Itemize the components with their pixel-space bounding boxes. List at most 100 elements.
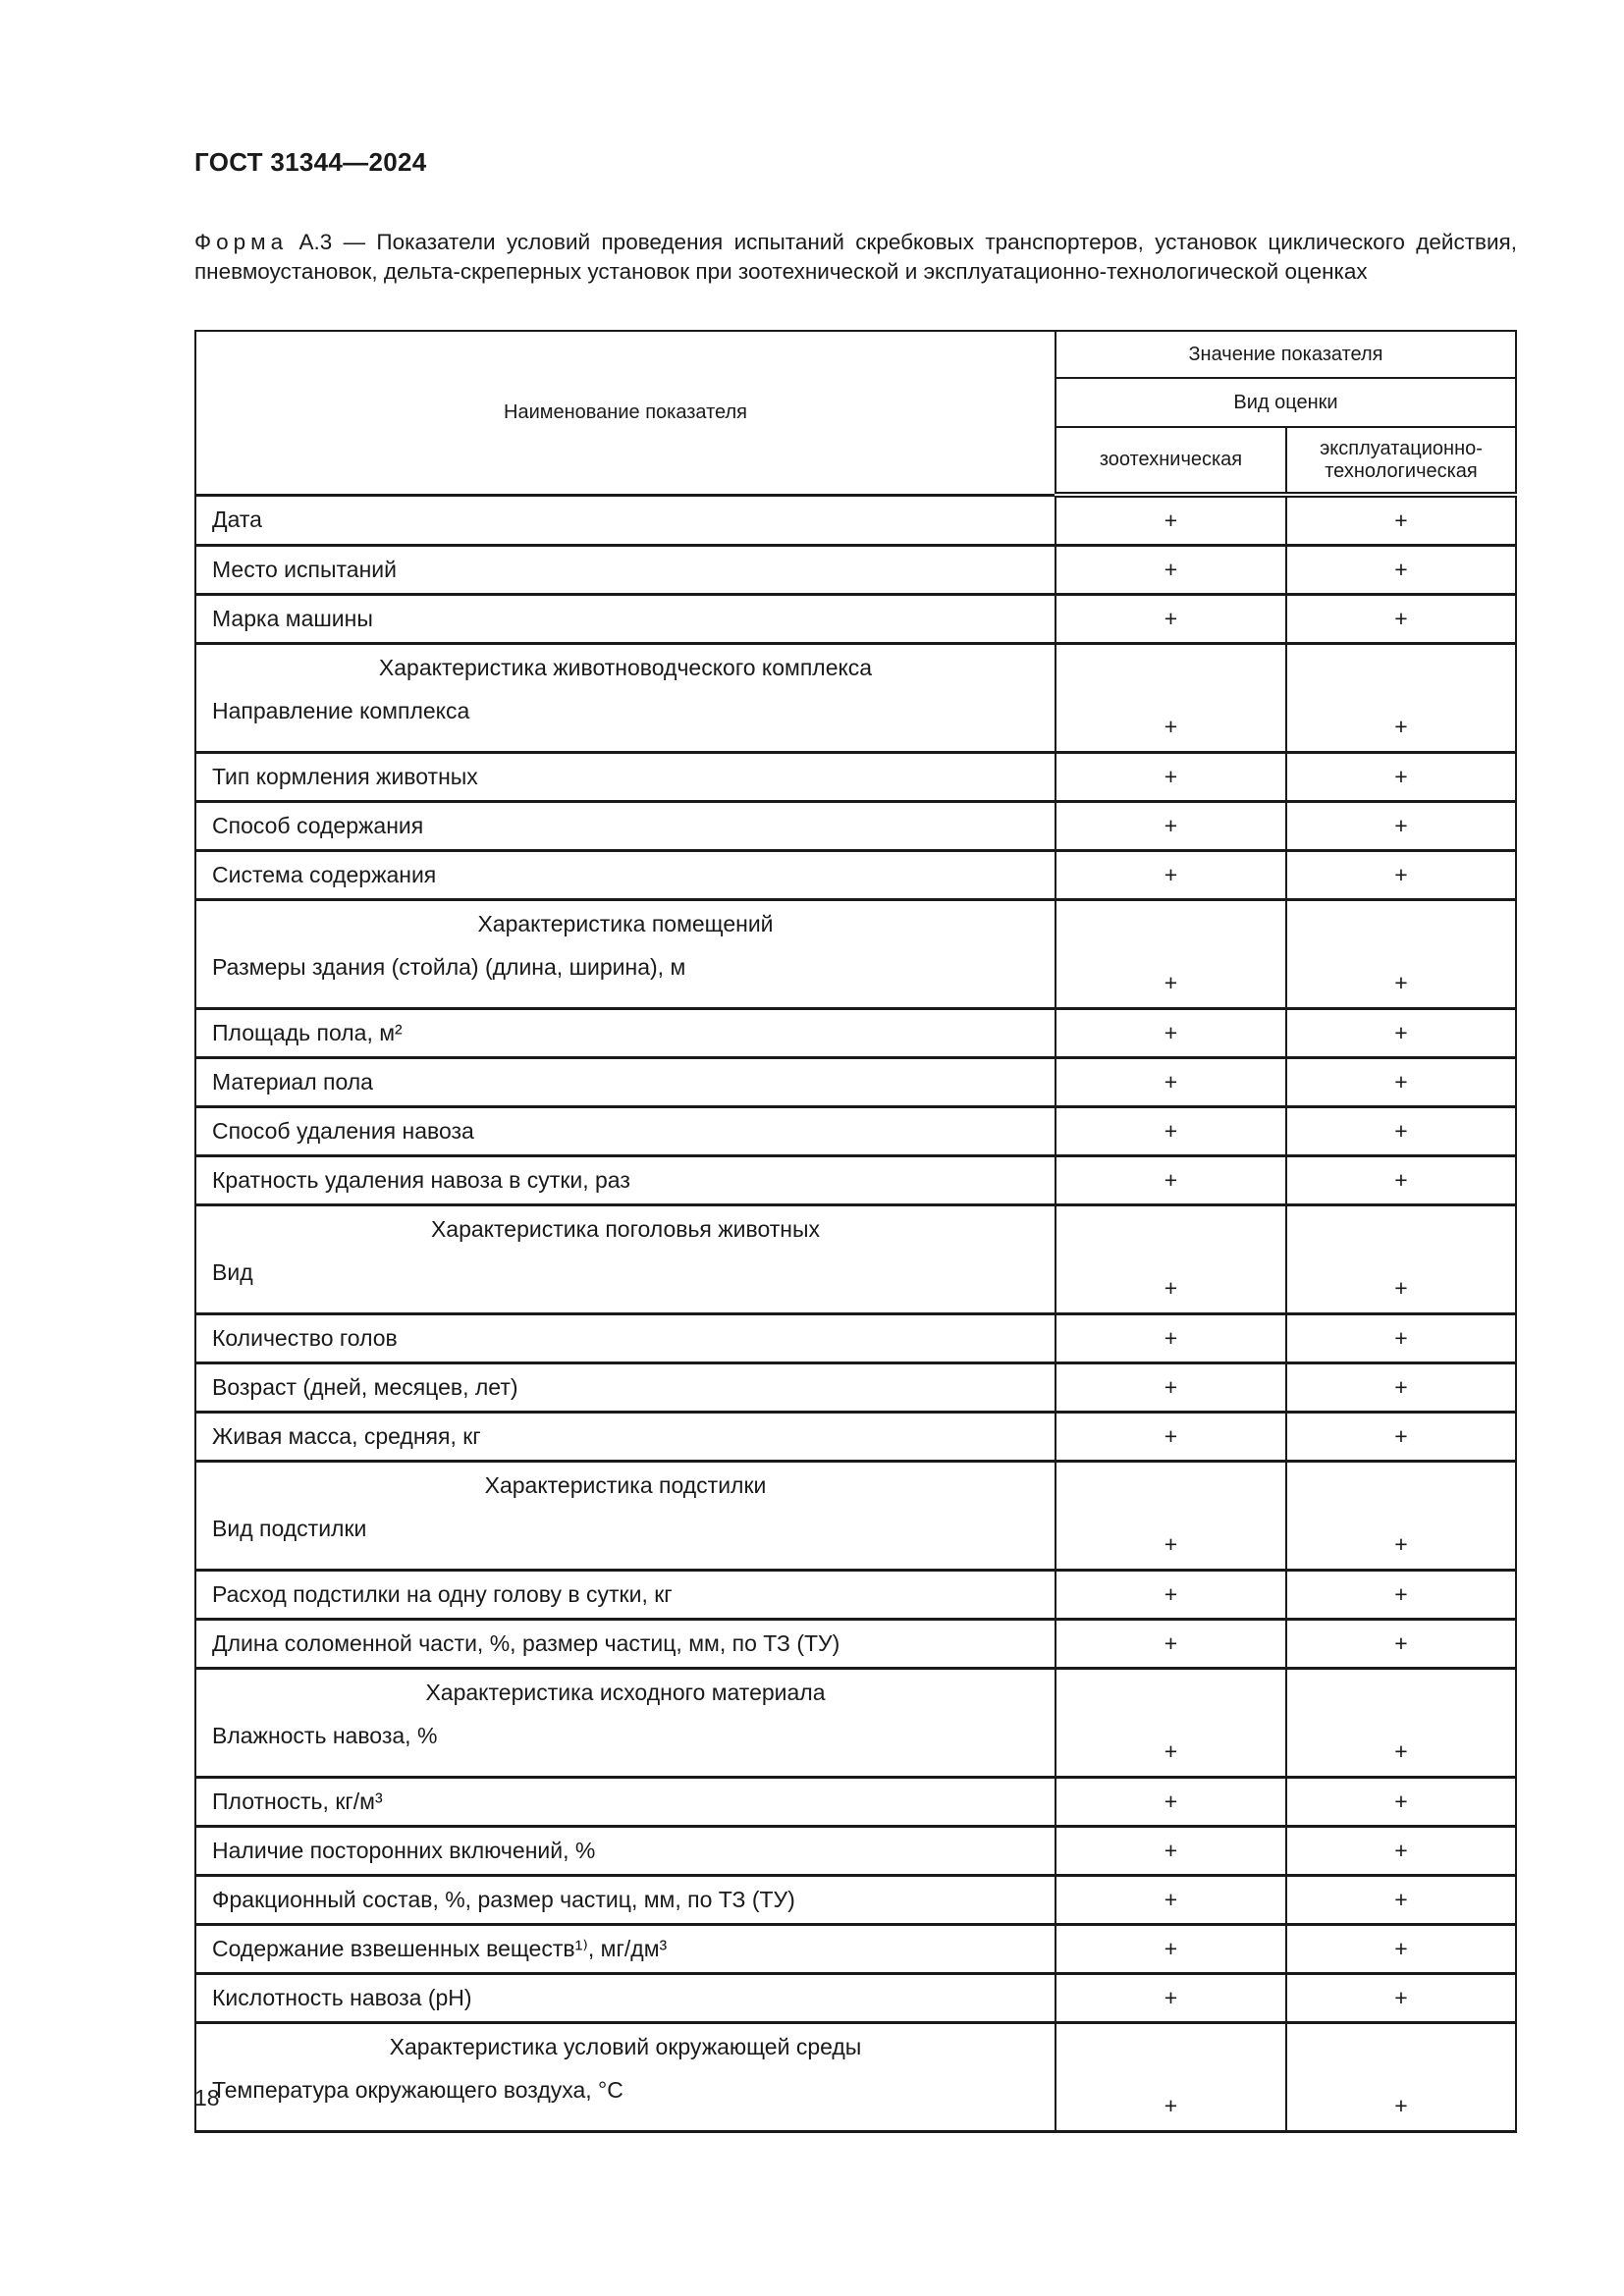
zootechnical-value-cell: +	[1055, 1776, 1287, 1828]
indicator-name-cell: Характеристика условий окружающей среды Т…	[194, 2021, 1056, 2133]
zootechnical-value-cell: +	[1055, 1411, 1287, 1463]
operational-value-cell: +	[1285, 1362, 1517, 1414]
section-title: Характеристика условий окружающей среды	[389, 2034, 862, 2059]
indicator-name-cell: Плотность, кг/м³	[194, 1776, 1056, 1828]
operational-value-cell: +	[1285, 1056, 1517, 1108]
operational-value-cell: +	[1285, 1460, 1517, 1572]
table-row: Дата + +	[194, 493, 1517, 547]
indicator-name-cell: Фракционный состав, %, размер частиц, мм…	[194, 1874, 1056, 1926]
operational-value-cell: +	[1285, 2021, 1517, 2133]
section-table-row: Характеристика помещений Размеры здания (…	[194, 898, 1517, 1010]
zootechnical-value-cell: +	[1055, 1056, 1287, 1108]
indicator-name-cell: Длина соломенной части, %, размер частиц…	[194, 1618, 1056, 1670]
caption-prefix: Форма	[194, 230, 289, 254]
header-value-group: Значение показателя	[1055, 330, 1517, 379]
zootechnical-value-cell: +	[1055, 898, 1287, 1010]
indicator-name-cell: Место испытаний	[194, 544, 1056, 596]
document-title: ГОСТ 31344—2024	[194, 147, 427, 177]
section-table-row: Характеристика исходного материала Влажно…	[194, 1667, 1517, 1779]
table-row: Содержание взвешенных веществ¹⁾, мг/дм³ +…	[194, 1923, 1517, 1975]
header-operational-line2: технологическая	[1325, 459, 1478, 482]
operational-value-cell: +	[1285, 898, 1517, 1010]
operational-value-cell: +	[1285, 1203, 1517, 1315]
operational-value-cell: +	[1285, 1105, 1517, 1157]
zootechnical-value-cell: +	[1055, 493, 1287, 547]
page-number: 18	[194, 2085, 220, 2110]
zootechnical-value-cell: +	[1055, 642, 1287, 754]
operational-value-cell: +	[1285, 800, 1517, 852]
zootechnical-value-cell: +	[1055, 1569, 1287, 1621]
operational-value-cell: +	[1285, 1312, 1517, 1364]
indicator-name-cell: Характеристика подстилки Вид подстилки	[194, 1460, 1056, 1572]
indicator-name-cell: Характеристика помещений Размеры здания (…	[194, 898, 1056, 1010]
indicators-table: Наименование показателя Значение показат…	[194, 330, 1517, 2133]
zootechnical-value-cell: +	[1055, 1618, 1287, 1670]
section-title: Характеристика животноводческого комплек…	[378, 655, 873, 680]
operational-value-cell: +	[1285, 751, 1517, 803]
table-row: Плотность, кг/м³ + +	[194, 1776, 1517, 1828]
operational-value-cell: +	[1285, 493, 1517, 547]
indicator-name-cell: Содержание взвешенных веществ¹⁾, мг/дм³	[194, 1923, 1056, 1975]
form-caption: Форма А.3 — Показатели условий проведени…	[194, 228, 1517, 287]
header-operational: эксплуатационно-технологическая	[1285, 426, 1517, 498]
zootechnical-value-cell: +	[1055, 1154, 1287, 1206]
indicator-name: Вид подстилки	[212, 1516, 367, 1541]
zootechnical-value-cell: +	[1055, 1874, 1287, 1926]
indicator-name-cell: Кислотность навоза (pH)	[194, 1972, 1056, 2024]
indicator-name-cell: Наличие посторонних включений, %	[194, 1825, 1056, 1877]
zootechnical-value-cell: +	[1055, 1312, 1287, 1364]
header-operational-line1: эксплуатационно-	[1320, 437, 1483, 459]
indicator-name-cell: Марка машины	[194, 593, 1056, 645]
zootechnical-value-cell: +	[1055, 751, 1287, 803]
table-row: Фракционный состав, %, размер частиц, мм…	[194, 1874, 1517, 1926]
operational-value-cell: +	[1285, 1972, 1517, 2024]
zootechnical-value-cell: +	[1055, 1105, 1287, 1157]
header-zootechnical: зоотехническая	[1055, 426, 1287, 498]
table-row: Площадь пола, м² + +	[194, 1007, 1517, 1059]
operational-value-cell: +	[1285, 544, 1517, 596]
operational-value-cell: +	[1285, 1776, 1517, 1828]
table-row: Длина соломенной части, %, размер частиц…	[194, 1618, 1517, 1670]
operational-value-cell: +	[1285, 1569, 1517, 1621]
indicator-name: Направление комплекса	[212, 698, 470, 723]
indicator-name-cell: Система содержания	[194, 849, 1056, 901]
zootechnical-value-cell: +	[1055, 2021, 1287, 2133]
table-row: Кислотность навоза (pH) + +	[194, 1972, 1517, 2024]
zootechnical-value-cell: +	[1055, 1007, 1287, 1059]
table-row: Система содержания + +	[194, 849, 1517, 901]
operational-value-cell: +	[1285, 849, 1517, 901]
indicator-name-cell: Количество голов	[194, 1312, 1056, 1364]
table-row: Тип кормления животных + +	[194, 751, 1517, 803]
section-title: Характеристика подстилки	[484, 1472, 767, 1498]
zootechnical-value-cell: +	[1055, 800, 1287, 852]
section-table-row: Характеристика поголовья животных Вид + +	[194, 1203, 1517, 1315]
zootechnical-value-cell: +	[1055, 593, 1287, 645]
indicator-name-cell: Дата	[194, 493, 1056, 547]
section-table-row: Характеристика условий окружающей среды Т…	[194, 2021, 1517, 2133]
indicator-name-cell: Характеристика поголовья животных Вид	[194, 1203, 1056, 1315]
indicator-name-cell: Характеристика животноводческого комплек…	[194, 642, 1056, 754]
section-table-row: Характеристика животноводческого комплек…	[194, 642, 1517, 754]
table-row: Возраст (дней, месяцев, лет) + +	[194, 1362, 1517, 1414]
operational-value-cell: +	[1285, 1154, 1517, 1206]
table-row: Количество голов + +	[194, 1312, 1517, 1364]
section-table-row: Характеристика подстилки Вид подстилки + +	[194, 1460, 1517, 1572]
table-row: Живая масса, средняя, кг + +	[194, 1411, 1517, 1463]
section-title: Характеристика поголовья животных	[430, 1216, 821, 1242]
header-assessment-group: Вид оценки	[1055, 377, 1517, 428]
table-row: Способ содержания + +	[194, 800, 1517, 852]
table-row: Способ удаления навоза + +	[194, 1105, 1517, 1157]
table-row: Материал пола + +	[194, 1056, 1517, 1108]
indicator-name: Вид	[212, 1259, 253, 1285]
caption-text: А.3 — Показатели условий проведения испы…	[194, 230, 1517, 284]
zootechnical-value-cell: +	[1055, 1362, 1287, 1414]
indicator-name-cell: Характеристика исходного материала Влажно…	[194, 1667, 1056, 1779]
header-name-column: Наименование показателя	[194, 330, 1056, 496]
zootechnical-value-cell: +	[1055, 1203, 1287, 1315]
operational-value-cell: +	[1285, 1825, 1517, 1877]
table-row: Место испытаний + +	[194, 544, 1517, 596]
indicator-name-cell: Материал пола	[194, 1056, 1056, 1108]
indicator-name-cell: Живая масса, средняя, кг	[194, 1411, 1056, 1463]
zootechnical-value-cell: +	[1055, 544, 1287, 596]
indicator-name-cell: Кратность удаления навоза в сутки, раз	[194, 1154, 1056, 1206]
